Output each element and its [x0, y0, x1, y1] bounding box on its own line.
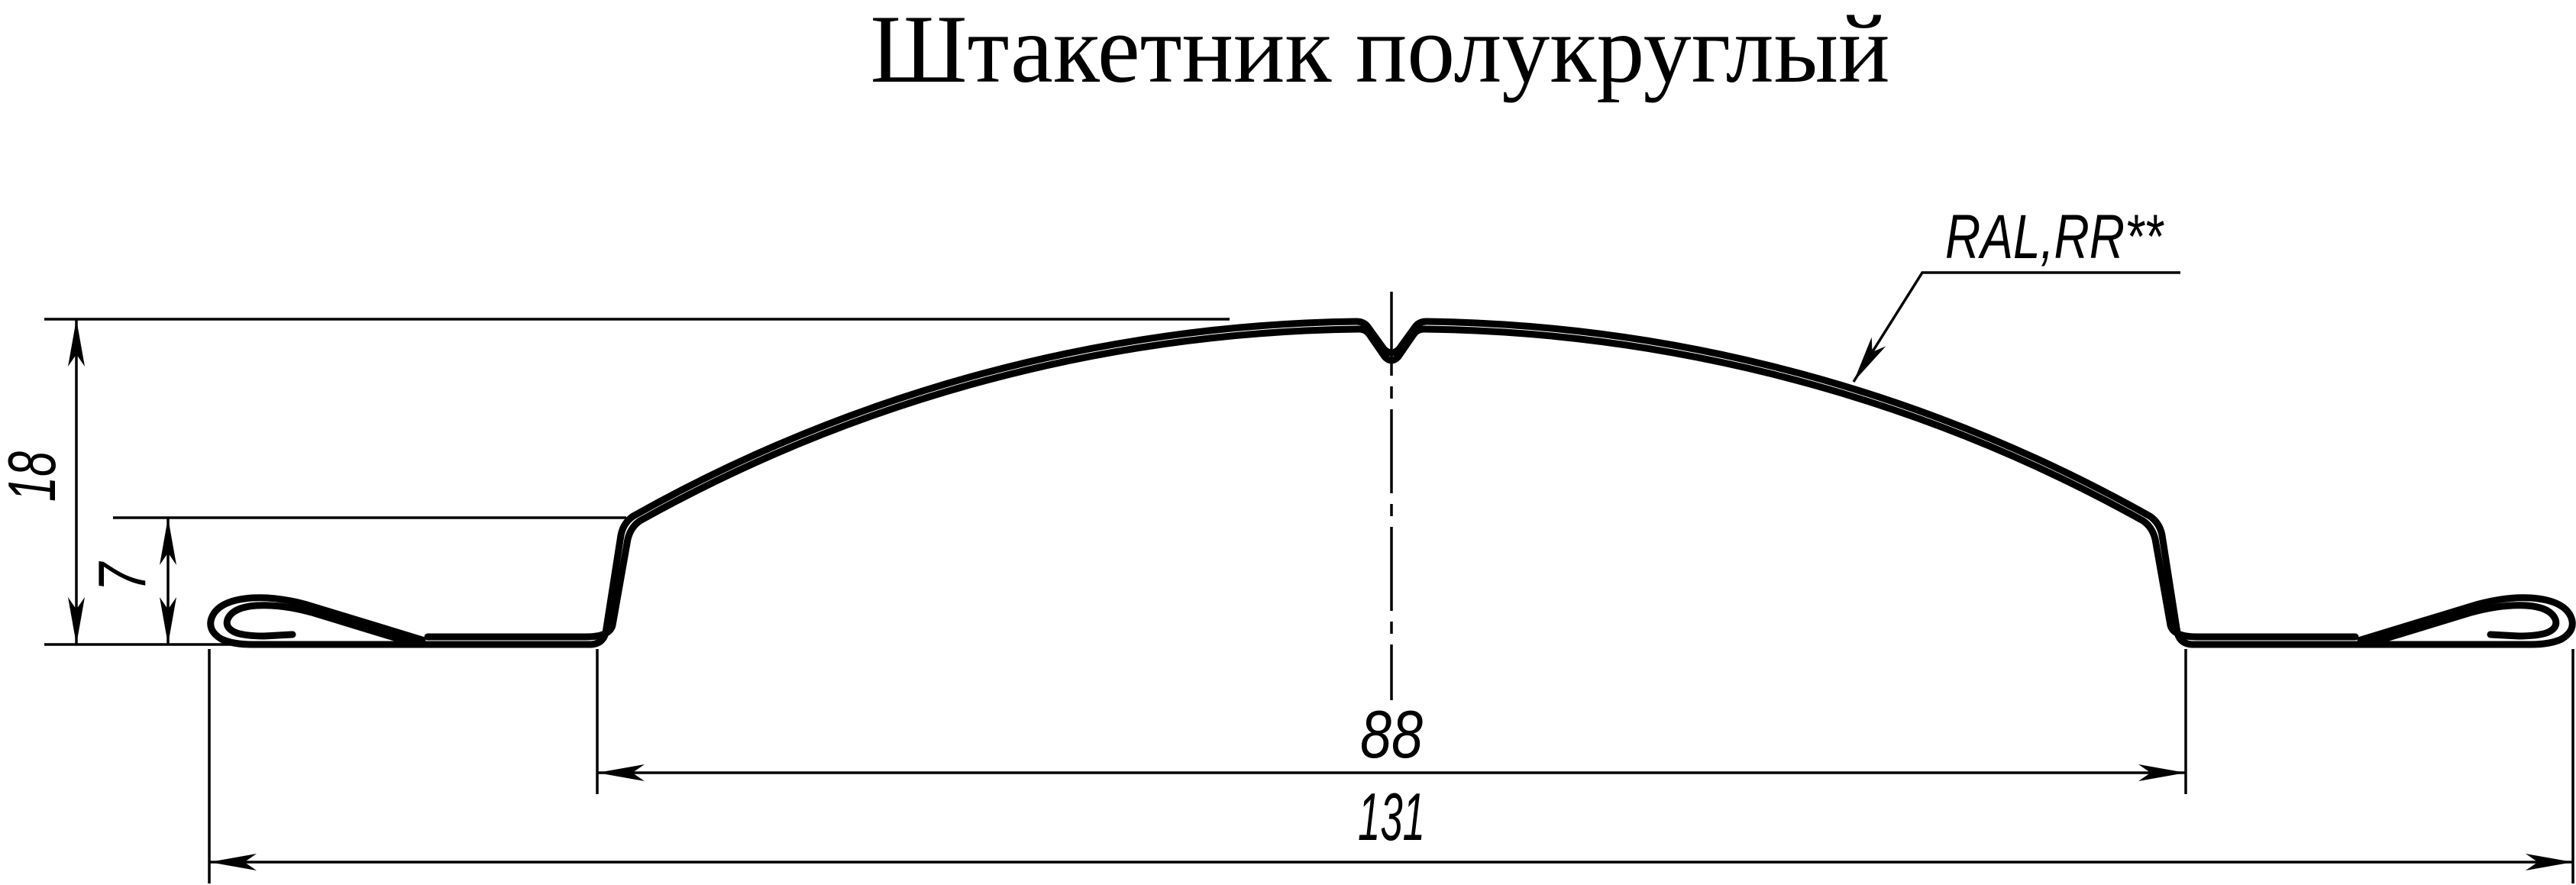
- dimension-131-label: 131: [1358, 779, 1425, 854]
- right-hem-curl-inner: [2362, 602, 2560, 648]
- leader-callout: RAL,RR**: [1852, 202, 2180, 383]
- dimension-18-label: 18: [0, 451, 69, 502]
- arrow-left-icon: [597, 764, 645, 781]
- arrow-down-icon: [160, 597, 176, 644]
- dimension-7-label: 7: [84, 561, 160, 592]
- dimension-18: 18: [0, 318, 1230, 646]
- arrow-right-icon: [2138, 764, 2186, 781]
- arrow-down-icon: [68, 597, 85, 644]
- drawing-title: Штакетник полукруглый: [871, 0, 1890, 103]
- arrow-up-icon: [160, 518, 176, 565]
- arrow-left-icon: [209, 854, 257, 870]
- arrow-right-icon: [2526, 854, 2573, 870]
- left-hem-curl-outer: [207, 594, 426, 648]
- dimension-131: 131: [208, 649, 2574, 883]
- dimension-88-label: 88: [1360, 696, 1423, 772]
- arrow-down-left-icon: [1854, 337, 1886, 382]
- dimension-7: 7: [84, 516, 626, 644]
- leader-line: [1852, 271, 2180, 383]
- arrow-up-icon: [68, 319, 85, 367]
- left-hem-curl-inner: [223, 602, 421, 648]
- coating-label: RAL,RR**: [1945, 202, 2164, 272]
- right-hem-curl-outer: [2357, 594, 2576, 648]
- dimension-88: 88: [596, 649, 2187, 794]
